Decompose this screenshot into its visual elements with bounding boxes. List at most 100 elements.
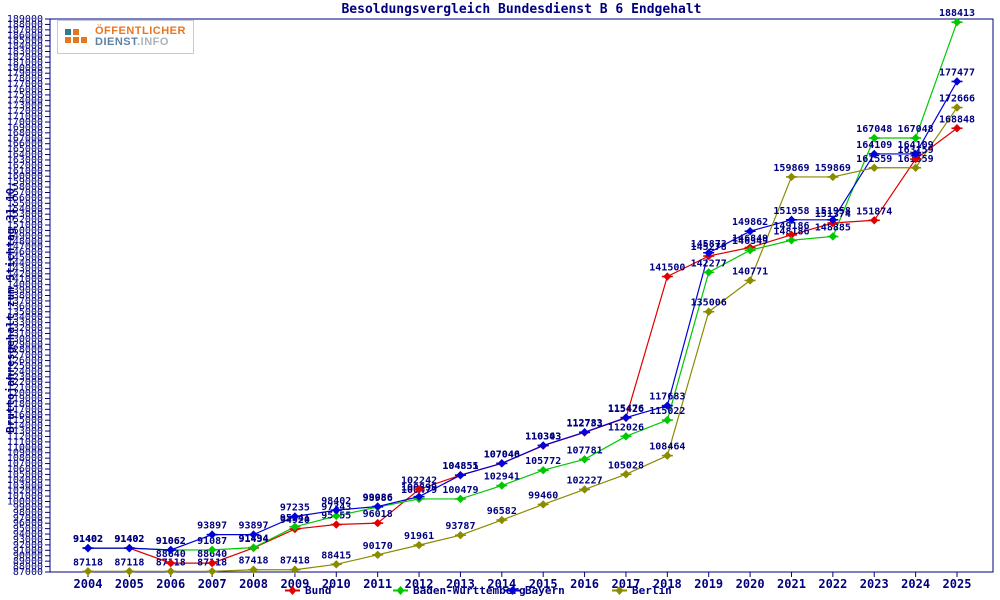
data-point-label: 91402 — [114, 534, 144, 545]
data-point-marker — [745, 246, 755, 255]
data-point-label: 145873 — [691, 239, 727, 250]
x-tick-label-2025: 2025 — [943, 577, 972, 591]
data-point-marker — [166, 545, 175, 555]
data-point-label: 110343 — [525, 431, 561, 442]
data-point-label: 112733 — [567, 418, 603, 429]
y-tick-label: 141000 — [7, 274, 43, 285]
y-tick-label: 127000 — [7, 350, 43, 361]
data-point-marker — [621, 470, 631, 479]
data-point-marker — [870, 133, 879, 143]
data-point-label: 98986 — [363, 493, 393, 504]
y-tick-label: 130000 — [7, 334, 43, 345]
y-tick-label: 113000 — [7, 426, 43, 437]
y-tick-label: 182000 — [7, 52, 43, 63]
data-point-label: 159869 — [815, 163, 851, 174]
data-point-marker — [249, 543, 258, 552]
data-point-marker — [663, 272, 672, 281]
logo-line2: DIENST.INFO — [95, 36, 169, 48]
data-point-marker — [83, 567, 93, 576]
data-point-marker — [373, 550, 382, 560]
y-tick-label: 100000 — [7, 497, 43, 508]
data-point-marker — [207, 545, 217, 555]
y-tick-label: 175000 — [7, 90, 43, 101]
y-tick-label: 178000 — [7, 74, 43, 85]
y-tick-label: 131000 — [7, 328, 43, 339]
data-point-marker — [952, 17, 962, 27]
legend-item-bund: Bund — [285, 584, 332, 597]
y-tick-label: 88000 — [13, 562, 43, 573]
data-point-label: 104851 — [442, 461, 478, 472]
data-point-label: 105772 — [525, 456, 561, 467]
data-point-marker — [497, 481, 507, 490]
y-tick-label: 108000 — [7, 453, 43, 464]
data-point-marker — [870, 149, 879, 159]
chart-legend: Bund Baden-Württemberg Bayern Berlin — [0, 584, 1000, 598]
y-tick-label: 174000 — [7, 95, 43, 106]
y-tick-label: 95000 — [13, 524, 43, 535]
y-tick-label: 167000 — [7, 133, 43, 144]
y-tick-label: 107000 — [7, 459, 43, 470]
x-tick-label-2020: 2020 — [736, 577, 765, 591]
data-point-marker — [83, 543, 93, 553]
y-tick-label: 129000 — [7, 339, 43, 350]
y-tick-label: 168000 — [7, 128, 43, 139]
y-tick-label: 189000 — [7, 14, 43, 25]
data-point-label: 107040 — [484, 449, 520, 460]
data-point-marker — [249, 530, 258, 539]
y-tick-label: 164000 — [7, 150, 43, 161]
y-tick-label: 150000 — [7, 225, 43, 236]
x-tick-label-2023: 2023 — [860, 577, 889, 591]
data-point-marker — [870, 163, 879, 172]
y-tick-label: 105000 — [7, 469, 43, 480]
y-tick-label: 155000 — [7, 198, 43, 209]
y-tick-label: 140000 — [7, 280, 43, 291]
data-point-marker — [704, 248, 713, 258]
data-point-label: 164109 — [856, 140, 892, 151]
y-tick-label: 176000 — [7, 84, 43, 95]
x-tick-label-2013: 2013 — [446, 577, 475, 591]
x-tick-label-2016: 2016 — [570, 577, 599, 591]
oeffentlicher-dienst-info-logo[interactable]: ÖFFENTLICHER DIENST.INFO — [57, 20, 194, 54]
y-axis-ticks: 8700088000890009000091000920009300094000… — [7, 14, 50, 578]
y-tick-label: 184000 — [7, 41, 43, 52]
y-tick-label: 177000 — [7, 79, 43, 90]
y-tick-label: 96000 — [13, 518, 43, 529]
data-point-marker — [538, 441, 548, 450]
x-tick-label-2024: 2024 — [901, 577, 930, 591]
y-tick-label: 103000 — [7, 480, 43, 491]
x-tick-label-2018: 2018 — [653, 577, 682, 591]
y-tick-label: 106000 — [7, 464, 43, 475]
data-point-label: 99086 — [363, 492, 393, 503]
data-point-marker — [456, 494, 465, 504]
data-point-marker — [745, 226, 755, 236]
y-tick-label: 171000 — [7, 112, 43, 123]
data-point-label: 108464 — [649, 442, 685, 453]
data-point-labels: 9140291402886408864091434949209575596018… — [73, 8, 975, 568]
y-tick-label: 180000 — [7, 63, 43, 74]
x-tick-label-2015: 2015 — [529, 577, 558, 591]
series-points-Berlin — [82, 103, 963, 576]
y-tick-label: 138000 — [7, 291, 43, 302]
legend-marker-bayern — [505, 586, 520, 595]
y-tick-label: 128000 — [7, 345, 43, 356]
y-tick-label: 170000 — [7, 117, 43, 128]
logo-text: ÖFFENTLICHER DIENST.INFO — [95, 26, 186, 48]
plot-border — [49, 18, 994, 573]
y-tick-label: 114000 — [7, 421, 43, 432]
data-point-label: 115476 — [608, 404, 644, 415]
data-point-marker — [414, 485, 424, 494]
data-point-label: 151958 — [815, 206, 851, 217]
y-tick-label: 172000 — [7, 106, 43, 117]
data-point-marker — [663, 415, 672, 425]
data-point-label: 105028 — [608, 460, 644, 471]
y-tick-label: 110000 — [7, 442, 43, 453]
data-point-label: 91062 — [156, 536, 186, 547]
data-point-label: 91062 — [156, 536, 186, 547]
y-tick-label: 92000 — [13, 540, 43, 551]
legend-label-bayern: Bayern — [525, 584, 565, 597]
data-point-label: 146349 — [732, 236, 768, 247]
data-point-marker — [828, 172, 838, 182]
data-point-marker — [580, 428, 589, 437]
data-point-marker — [952, 77, 962, 86]
y-tick-label: 179000 — [7, 68, 43, 79]
